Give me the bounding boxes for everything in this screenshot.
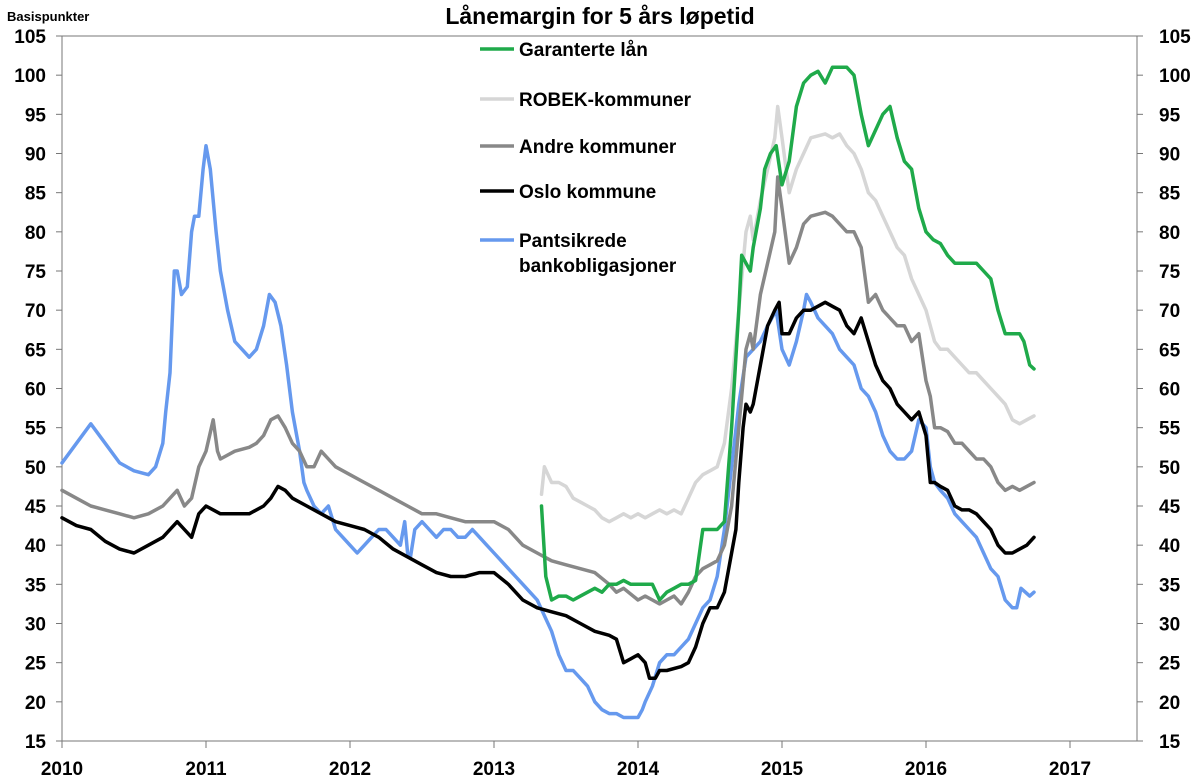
y-tick-label-right: 20 — [1159, 693, 1180, 714]
x-tick-label: 2013 — [473, 759, 515, 780]
series-line-robek-kommuner — [539, 104, 1036, 524]
y-tick-label-right: 50 — [1159, 458, 1180, 479]
y-tick-label-left: 15 — [25, 732, 47, 753]
y-tick-label-left: 40 — [25, 536, 46, 557]
y-tick-label-left: 85 — [25, 184, 47, 205]
y-tick-label-right: 70 — [1159, 301, 1180, 322]
x-tick-label: 2014 — [617, 759, 660, 780]
legend-label: Pantsikrede — [519, 231, 627, 252]
x-tick-label: 2012 — [329, 759, 371, 780]
y-tick-label-left: 55 — [25, 419, 47, 440]
axes: 15 15 20 20 25 25 30 30 35 35 40 40 45 45 50 50 55 55 60 60… — [14, 27, 1191, 780]
y-tick-label-left: 90 — [25, 145, 46, 166]
y-tick-label-right: 40 — [1159, 536, 1180, 557]
y-tick-label-right: 95 — [1159, 105, 1181, 126]
y-tick-label-left: 100 — [14, 66, 46, 87]
y-tick-label-left: 65 — [25, 340, 47, 361]
legend-label: bankobligasjoner — [519, 256, 677, 277]
y-tick-label-left: 50 — [25, 458, 46, 479]
series-lines — [60, 65, 1036, 720]
legend-label: Andre kommuner — [519, 137, 677, 158]
series-line-pantsikrede-bankobligasjoner — [60, 143, 1036, 720]
y-tick-label-right: 35 — [1159, 575, 1181, 596]
series-line-andre-kommuner — [60, 175, 1036, 606]
y-tick-label-right: 45 — [1159, 497, 1181, 518]
y-tick-label-right: 90 — [1159, 145, 1180, 166]
plot-area — [61, 35, 1138, 742]
legend-label: Oslo kommune — [519, 182, 656, 203]
x-tick-label: 2011 — [185, 759, 227, 780]
x-tick-label: 2016 — [905, 759, 947, 780]
y-tick-label-right: 25 — [1159, 654, 1181, 675]
y-tick-label-right: 30 — [1159, 615, 1180, 636]
y-tick-label-left: 80 — [25, 223, 46, 244]
y-tick-label-left: 70 — [25, 301, 46, 322]
y-tick-label-right: 105 — [1159, 27, 1191, 48]
series-line-oslo-kommune — [60, 300, 1036, 681]
y-tick-label-left: 60 — [25, 380, 46, 401]
y-tick-label-right: 80 — [1159, 223, 1180, 244]
y-tick-label-left: 95 — [25, 105, 47, 126]
y-tick-label-right: 55 — [1159, 419, 1181, 440]
legend-label: Garanterte lån — [519, 40, 648, 61]
chart-title: Lånemargin for 5 års løpetid — [445, 3, 754, 29]
series-line-garanterte-l-n — [539, 65, 1036, 602]
y-tick-label-right: 85 — [1159, 184, 1181, 205]
y-tick-label-right: 75 — [1159, 262, 1181, 283]
legend-label: ROBEK-kommuner — [519, 90, 692, 111]
y-tick-label-right: 15 — [1159, 732, 1181, 753]
y-tick-label-right: 100 — [1159, 66, 1191, 87]
y-tick-label-right: 60 — [1159, 380, 1180, 401]
y-axis-unit-label: Basispunkter — [7, 9, 89, 24]
y-tick-label-left: 105 — [14, 27, 46, 48]
y-tick-label-left: 20 — [25, 693, 46, 714]
y-tick-label-right: 65 — [1159, 340, 1181, 361]
y-tick-label-left: 75 — [25, 262, 47, 283]
x-tick-label: 2015 — [761, 759, 804, 780]
y-tick-label-left: 30 — [25, 615, 46, 636]
legend: Garanterte lån ROBEK-kommuner Andre kommun… — [480, 40, 692, 277]
y-tick-label-left: 35 — [25, 575, 47, 596]
x-tick-label: 2010 — [41, 759, 83, 780]
y-tick-label-left: 25 — [25, 654, 47, 675]
x-tick-label: 2017 — [1049, 759, 1091, 780]
y-tick-label-left: 45 — [25, 497, 47, 518]
